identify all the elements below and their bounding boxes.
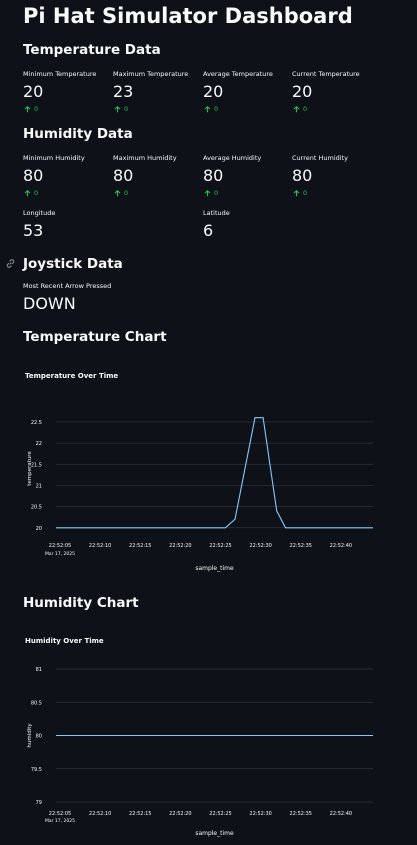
max-humidity-value: 80	[113, 166, 134, 185]
max-humidity-label: Maximum Humidity	[113, 154, 177, 162]
x-tick-label: 22:52:10	[89, 543, 111, 549]
current-temperature-delta: 0	[293, 105, 307, 113]
min-temperature-value: 20	[23, 82, 44, 101]
humidity-chart-header: Humidity Chart	[23, 595, 139, 611]
y-tick-label: 81	[36, 667, 42, 673]
avg-temperature-label: Average Temperature	[203, 70, 273, 78]
min-humidity-delta: 0	[24, 189, 38, 197]
current-temperature-value: 20	[292, 82, 313, 101]
delta-value: 0	[124, 105, 129, 113]
x-tick-label: 22:52:20	[169, 543, 191, 549]
max-temperature-value: 23	[113, 82, 134, 101]
max-temperature-delta: 0	[114, 105, 128, 113]
min-temperature-delta: 0	[24, 105, 38, 113]
delta-value: 0	[34, 105, 39, 113]
y-tick-label: 20	[36, 526, 42, 532]
delta-value: 0	[214, 105, 219, 113]
y-axis-label: temperature	[27, 451, 33, 486]
x-tick-label: 22:52:05	[49, 543, 71, 549]
x-tick-label: 22:52:35	[290, 811, 312, 817]
series-line[interactable]	[56, 417, 373, 529]
current-temperature-label: Current Temperature	[292, 70, 360, 78]
current-humidity-label: Current Humidity	[292, 154, 348, 162]
x-tick-label: 22:52:10	[89, 811, 111, 817]
min-temperature-label: Minimum Temperature	[23, 70, 97, 78]
delta-value: 0	[303, 189, 308, 197]
y-tick-label: 80	[36, 734, 42, 740]
y-tick-label: 80.5	[31, 700, 42, 706]
arrow-up-icon	[293, 105, 300, 112]
humidity-line-chart[interactable]: 79 79.5 80 80.5 81 22:52:05 22:52:10 22:52:15 22…	[0, 650, 417, 845]
y-tick-label: 22.5	[31, 420, 42, 426]
x-tick-label: 22:52:40	[330, 811, 352, 817]
x-tick-label: 22:52:15	[129, 811, 151, 817]
avg-humidity-label: Average Humidity	[203, 154, 262, 162]
y-tick-label: 21	[36, 483, 42, 489]
page-title: Pi Hat Simulator Dashboard	[23, 4, 353, 28]
delta-value: 0	[214, 189, 219, 197]
joystick-value: DOWN	[23, 294, 76, 313]
arrow-up-icon	[114, 105, 121, 112]
x-tick-label: 22:52:30	[249, 811, 271, 817]
y-tick-label: 21.5	[31, 462, 42, 468]
avg-temperature-delta: 0	[204, 105, 218, 113]
longitude-label: Longitude	[23, 209, 56, 217]
min-humidity-label: Minimum Humidity	[23, 154, 85, 162]
temperature-chart-title: Temperature Over Time	[25, 372, 119, 380]
arrow-up-icon	[293, 189, 300, 196]
x-tick-label: 22:52:25	[209, 811, 231, 817]
arrow-up-icon	[24, 189, 31, 196]
y-tick-label: 22	[36, 441, 42, 447]
min-humidity-value: 80	[23, 166, 44, 185]
arrow-up-icon	[204, 189, 211, 196]
latitude-label: Latitude	[203, 209, 230, 217]
x-tick-label: 22:52:20	[169, 811, 191, 817]
max-humidity-delta: 0	[114, 189, 128, 197]
delta-value: 0	[34, 189, 39, 197]
x-tick-label: 22:52:35	[290, 543, 312, 549]
x-axis-label: sample_time	[195, 565, 234, 572]
humidity-chart-title: Humidity Over Time	[25, 637, 104, 645]
x-tick-label: 22:52:25	[209, 543, 231, 549]
current-humidity-value: 80	[292, 166, 313, 185]
arrow-up-icon	[204, 105, 211, 112]
x-date-label: Mar 17, 2025	[45, 818, 75, 824]
x-date-label: Mar 17, 2025	[45, 551, 75, 557]
avg-humidity-value: 80	[203, 166, 224, 185]
avg-temperature-value: 20	[203, 82, 224, 101]
x-tick-label: 22:52:30	[249, 543, 271, 549]
delta-value: 0	[124, 189, 129, 197]
latitude-value: 6	[203, 221, 214, 240]
y-axis-label: humidity	[27, 723, 33, 748]
x-axis-label: sample_time	[195, 830, 234, 837]
arrow-up-icon	[24, 105, 31, 112]
link-icon[interactable]	[5, 258, 16, 269]
temperature-line-chart[interactable]: 20 20.5 21 21.5 22 22.5 22:52:05 22:52:10 22:52:…	[0, 385, 417, 580]
x-tick-label: 22:52:05	[49, 811, 71, 817]
delta-value: 0	[303, 105, 308, 113]
joystick-label: Most Recent Arrow Pressed	[23, 282, 112, 290]
y-tick-label: 79	[36, 800, 42, 806]
longitude-value: 53	[23, 221, 44, 240]
temperature-chart-header: Temperature Chart	[23, 329, 167, 345]
y-tick-label: 79.5	[31, 767, 42, 773]
joystick-data-header: Joystick Data	[23, 256, 123, 272]
x-tick-label: 22:52:15	[129, 543, 151, 549]
current-humidity-delta: 0	[293, 189, 307, 197]
temperature-data-header: Temperature Data	[23, 42, 161, 58]
max-temperature-label: Maximum Temperature	[113, 70, 189, 78]
arrow-up-icon	[114, 189, 121, 196]
x-tick-label: 22:52:40	[330, 543, 352, 549]
humidity-data-header: Humidity Data	[23, 126, 133, 142]
y-tick-label: 20.5	[31, 505, 42, 511]
avg-humidity-delta: 0	[204, 189, 218, 197]
